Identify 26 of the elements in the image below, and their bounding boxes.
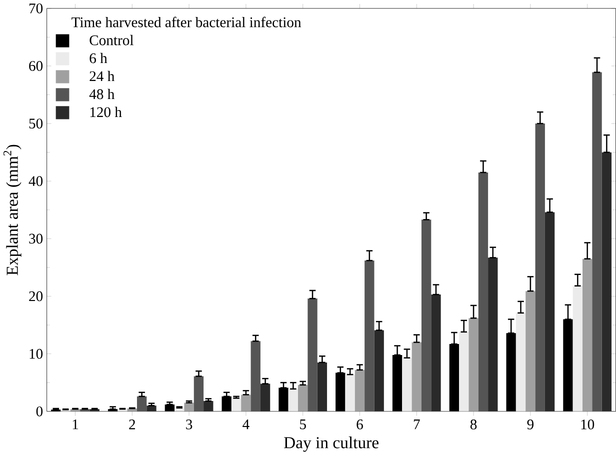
x-axis-title: Day in culture — [284, 436, 378, 452]
y-tick-label: 10 — [30, 348, 43, 359]
y-tick-label: 20 — [29, 291, 43, 302]
y-axis-title: Explant area (mm$^{2}$) — [3, 144, 22, 276]
x-tick-label: 4 — [242, 419, 250, 430]
x-tick-label: 1 — [72, 419, 78, 430]
x-tick-label: 3 — [186, 419, 192, 430]
y-tick-label: 30 — [29, 234, 43, 244]
x-tick-label: 6 — [356, 419, 363, 430]
legend-label: 48 h — [89, 88, 114, 100]
y-tick-label: 0 — [36, 406, 43, 416]
legend-label: 6 h — [90, 52, 108, 64]
y-tick-label: 70 — [29, 3, 43, 14]
x-tick-label: 2 — [129, 419, 135, 430]
x-tick-label: 10 — [581, 419, 594, 430]
x-tick-label: 5 — [300, 419, 306, 430]
y-tick-label: 40 — [28, 176, 43, 186]
legend-label: Control — [90, 34, 134, 46]
x-tick-label: 8 — [470, 419, 477, 430]
x-tick-label: 7 — [414, 419, 420, 429]
legend-label: 24 h — [90, 70, 114, 81]
legend-label: 120 h — [90, 106, 122, 117]
y-tick-label: 60 — [29, 60, 43, 71]
legend-title: Time harvested after bacterial infection — [72, 16, 302, 28]
x-tick-label: 9 — [527, 419, 534, 430]
y-tick-label: 50 — [29, 118, 43, 128]
